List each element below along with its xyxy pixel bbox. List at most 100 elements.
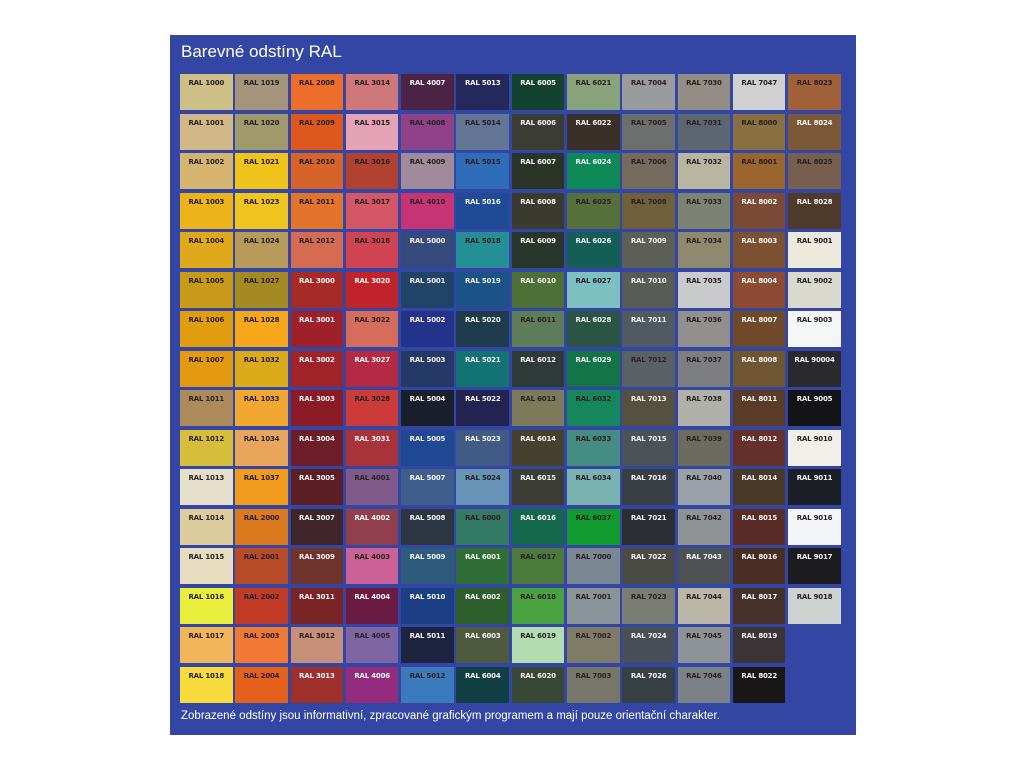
color-swatch: RAL 1037 (235, 469, 288, 505)
color-swatch: RAL 5011 (401, 627, 454, 663)
swatch-label: RAL 8002 (741, 197, 778, 206)
ral-color-chart-panel: Barevné odstíny RAL RAL 1000 RAL 1001 RAL … (170, 35, 856, 735)
color-swatch: RAL 3016 (345, 153, 399, 189)
color-swatch: RAL 6021 (567, 74, 620, 110)
swatch-label: RAL 7016 (630, 474, 667, 482)
swatch-label: RAL 7039 (686, 434, 722, 443)
color-swatch: RAL 8022 (732, 666, 786, 703)
color-swatch: RAL 9010 (788, 429, 841, 466)
swatch-label: RAL 6004 (464, 671, 501, 680)
color-swatch: RAL 4002 (345, 508, 399, 545)
swatch-label: RAL 9005 (796, 395, 833, 403)
swatch-label: RAL 5010 (409, 592, 446, 601)
color-swatch: RAL 2000 (235, 508, 288, 545)
swatch-label: RAL 1017 (188, 632, 225, 640)
swatch-label: RAL 3022 (354, 316, 390, 324)
swatch-label: RAL 3020 (354, 276, 390, 285)
color-swatch: RAL 6025 (567, 192, 620, 229)
swatch-label: RAL 6003 (464, 632, 501, 640)
color-swatch: RAL 3012 (290, 627, 344, 663)
color-swatch: RAL 9017 (788, 548, 841, 584)
color-swatch: RAL 9005 (788, 390, 841, 426)
swatch-label: RAL 1034 (243, 434, 280, 443)
color-swatch: RAL 4008 (401, 113, 454, 150)
color-swatch: RAL 5015 (456, 153, 509, 189)
color-swatch: RAL 8011 (732, 390, 786, 426)
swatch-label: RAL 6010 (520, 276, 556, 285)
color-swatch: RAL 5008 (401, 508, 454, 545)
color-swatch: RAL 7031 (677, 113, 731, 150)
swatch-label: RAL 1011 (188, 395, 225, 403)
color-swatch: RAL 6027 (567, 271, 620, 308)
color-swatch: RAL 9002 (788, 271, 841, 308)
color-swatch: RAL 7022 (622, 548, 675, 584)
color-swatch: RAL 6010 (511, 271, 565, 308)
color-swatch: RAL 7015 (622, 429, 675, 466)
color-swatch: RAL 3002 (290, 350, 344, 387)
color-swatch: RAL 1015 (180, 548, 233, 584)
swatch-label: RAL 1018 (188, 671, 225, 680)
color-swatch: RAL 5024 (456, 469, 509, 505)
swatch-label: RAL 1002 (188, 158, 225, 166)
swatch-label: RAL 7022 (630, 553, 667, 561)
swatch-label: RAL 3009 (299, 553, 335, 561)
swatch-label: RAL 7004 (630, 79, 667, 87)
swatch-label: RAL 5014 (464, 118, 501, 127)
swatch-label: RAL 6024 (575, 158, 612, 166)
color-swatch: RAL 5009 (401, 548, 454, 584)
color-swatch: RAL 1028 (235, 311, 288, 347)
swatch-label: RAL 8023 (796, 79, 833, 87)
color-swatch: RAL 2004 (235, 666, 288, 703)
color-swatch: RAL 9018 (788, 587, 841, 624)
swatch-label: RAL 4005 (354, 632, 390, 640)
swatch-label: RAL 6037 (575, 513, 612, 522)
color-swatch: RAL 4006 (345, 666, 399, 703)
swatch-label: RAL 3028 (354, 395, 390, 403)
swatch-label: RAL 9017 (796, 553, 833, 561)
swatch-label: RAL 6001 (464, 553, 501, 561)
color-swatch: RAL 3022 (345, 311, 399, 347)
swatch-label: RAL 5016 (464, 197, 501, 206)
swatch-label: RAL 8025 (796, 158, 833, 166)
swatch-label: RAL 1033 (243, 395, 280, 403)
color-swatch: RAL 9001 (788, 232, 841, 268)
color-swatch: RAL 7012 (622, 350, 675, 387)
color-swatch: RAL 1018 (180, 666, 233, 703)
swatch-label: RAL 5012 (409, 671, 446, 680)
swatch-label: RAL 7037 (686, 355, 722, 364)
color-swatch: RAL 5000 (401, 232, 454, 268)
swatch-label: RAL 4009 (409, 158, 446, 166)
color-swatch: RAL 8024 (788, 113, 841, 150)
swatch-label: RAL 4004 (354, 592, 390, 601)
color-swatch: RAL 5004 (401, 390, 454, 426)
color-swatch: RAL 7021 (622, 508, 675, 545)
swatch-label: RAL 3001 (299, 316, 335, 324)
swatch-label: RAL 3018 (354, 237, 390, 245)
color-swatch: RAL 7032 (677, 153, 731, 189)
color-swatch: RAL 1007 (180, 350, 233, 387)
swatch-label: RAL 6012 (520, 355, 556, 364)
color-swatch: RAL 1024 (235, 232, 288, 268)
swatch-label: RAL 7001 (575, 592, 612, 601)
swatch-label: RAL 6009 (520, 237, 556, 245)
color-swatch: RAL 1023 (235, 192, 288, 229)
color-swatch: RAL 5023 (456, 429, 509, 466)
swatch-label: RAL 5011 (409, 632, 446, 640)
color-swatch: RAL 5003 (401, 350, 454, 387)
swatch-label: RAL 7003 (575, 671, 612, 680)
swatch-label: RAL 4010 (409, 197, 446, 206)
swatch-label: RAL 4006 (354, 671, 390, 680)
swatch-label: RAL 3005 (299, 474, 335, 482)
color-swatch: RAL 5012 (401, 666, 454, 703)
swatch-label: RAL 5003 (409, 355, 446, 364)
color-swatch: RAL 3009 (290, 548, 344, 584)
chart-title: Barevné odstíny RAL (181, 42, 342, 61)
color-swatch: RAL 7044 (677, 587, 731, 624)
color-swatch: RAL 1017 (180, 627, 233, 663)
color-swatch: RAL 7000 (567, 548, 620, 584)
swatch-label: RAL 1003 (188, 197, 225, 206)
color-swatch: RAL 2009 (290, 113, 344, 150)
color-swatch: RAL 5018 (456, 232, 509, 268)
swatch-label: RAL 6015 (520, 474, 556, 482)
swatch-label: RAL 4002 (354, 513, 390, 522)
